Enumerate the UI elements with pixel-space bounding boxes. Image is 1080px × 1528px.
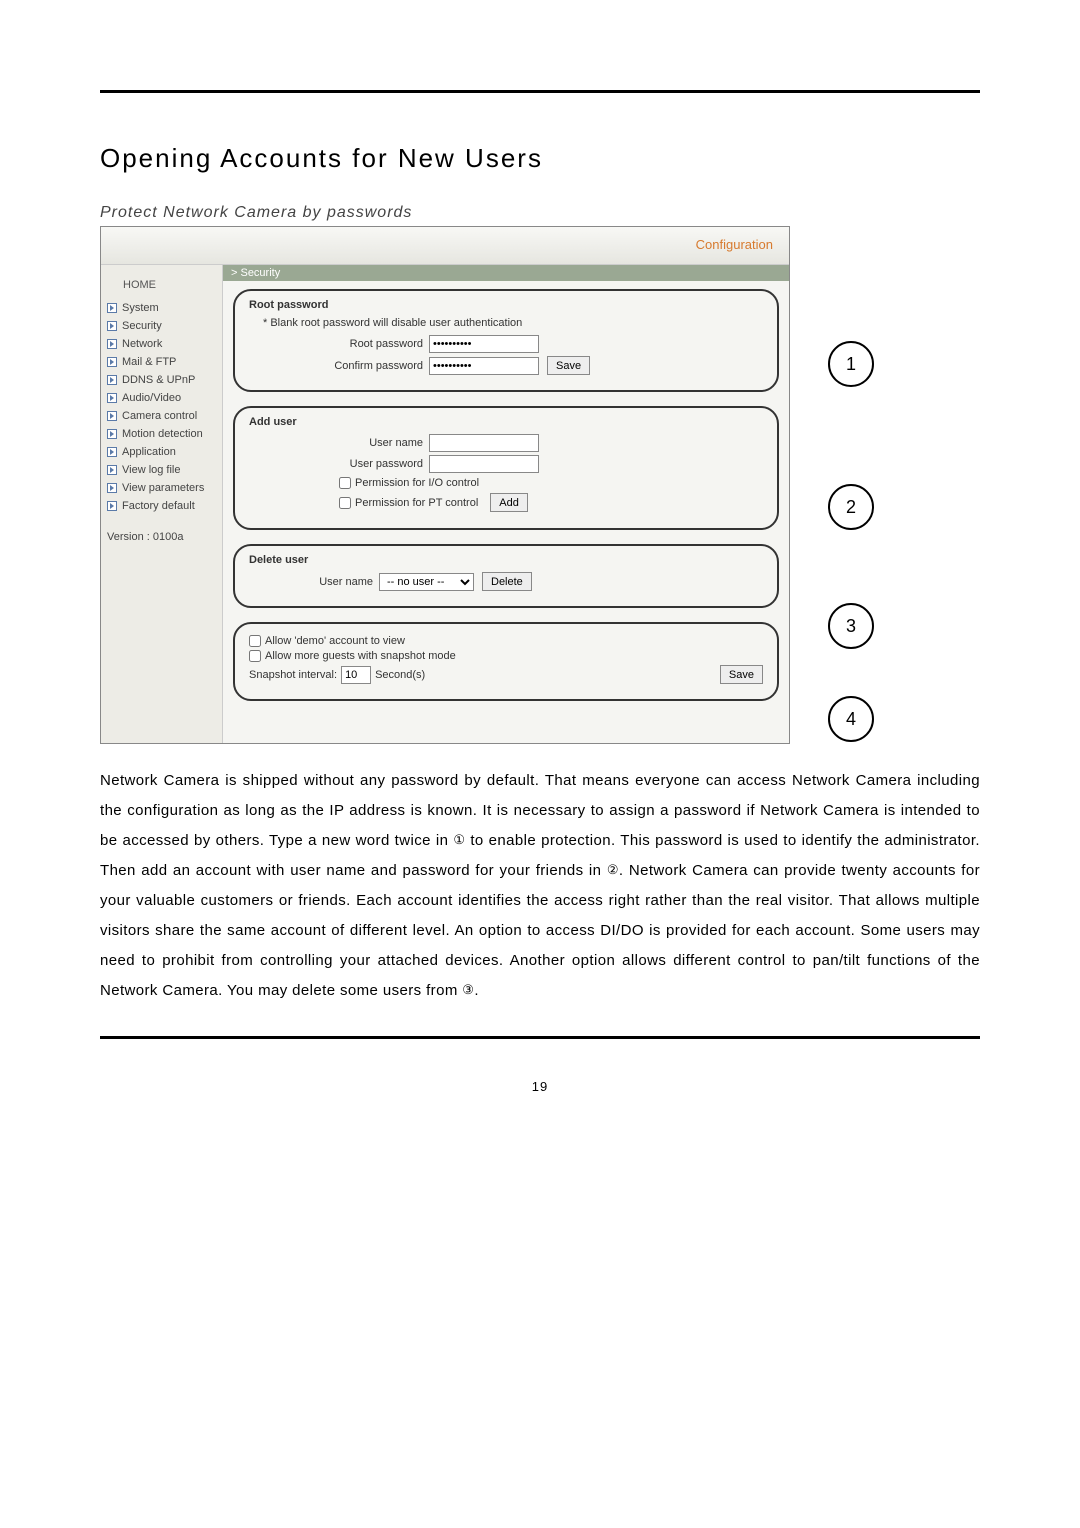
root-password-note: * Blank root password will disable user … [263,317,763,329]
sidebar-item-label: DDNS & UPnP [122,374,195,386]
breadcrumb: > Security [223,265,789,281]
arrow-right-icon [107,303,117,313]
sidebar-item-factory-default[interactable]: Factory default [101,497,222,515]
sidebar-item-label: Mail & FTP [122,356,176,368]
sidebar-item-camera-control[interactable]: Camera control [101,407,222,425]
arrow-right-icon [107,411,117,421]
allow-snapshot-checkbox[interactable] [249,650,261,662]
page-heading: Opening Accounts for New Users [100,143,980,174]
add-user-group: Add user User name User password Permiss… [233,406,779,530]
allow-demo-checkbox[interactable] [249,635,261,647]
add-user-title: Add user [249,416,763,428]
inline-ref-2: ② [607,857,619,883]
sidebar-item-label: View parameters [122,482,204,494]
inline-ref-3: ③ [462,977,474,1003]
callout-2: 2 [828,484,874,530]
snapshot-interval-unit: Second(s) [375,669,425,681]
delete-user-group: Delete user User name -- no user -- Dele… [233,544,779,608]
sidebar-item-label: Network [122,338,162,350]
root-password-title: Root password [249,299,763,311]
root-password-group: Root password * Blank root password will… [233,289,779,392]
sidebar-item-view-parameters[interactable]: View parameters [101,479,222,497]
delete-user-select[interactable]: -- no user -- [379,573,474,591]
body-text: . [474,982,479,999]
arrow-right-icon [107,357,117,367]
sidebar-item-label: Factory default [122,500,195,512]
sidebar-item-security[interactable]: Security [101,317,222,335]
arrow-right-icon [107,483,117,493]
delete-username-label: User name [249,576,379,588]
userpassword-label: User password [249,458,429,470]
sidebar-item-label: Security [122,320,162,332]
sidebar-item-system[interactable]: System [101,299,222,317]
body-paragraph: Network Camera is shipped without any pa… [100,766,980,1006]
sidebar-item-audio-video[interactable]: Audio/Video [101,389,222,407]
app-header: Configuration [101,227,789,265]
allow-snapshot-label: Allow more guests with snapshot mode [265,650,456,662]
callout-1: 1 [828,341,874,387]
arrow-right-icon [107,321,117,331]
confirm-password-input[interactable] [429,357,539,375]
inline-ref-1: ① [453,827,465,853]
sidebar-item-network[interactable]: Network [101,335,222,353]
sidebar-item-label: View log file [122,464,181,476]
snapshot-interval-input[interactable] [341,666,371,684]
app-window: Configuration HOME System Security Netwo… [100,226,790,744]
arrow-right-icon [107,501,117,511]
page-subhead: Protect Network Camera by passwords [100,204,980,222]
sidebar: HOME System Security Network Mail & FTP … [101,265,223,743]
callout-4: 4 [828,696,874,742]
add-userpassword-input[interactable] [429,455,539,473]
guest-save-button[interactable]: Save [720,665,763,684]
screenshot-container: Configuration HOME System Security Netwo… [100,226,980,744]
sidebar-item-label: Motion detection [122,428,203,440]
perm-pt-label: Permission for PT control [355,497,478,509]
version-label: Version : 0100a [101,515,222,559]
sidebar-item-application[interactable]: Application [101,443,222,461]
guest-options-group: Allow 'demo' account to view Allow more … [233,622,779,701]
perm-io-label: Permission for I/O control [355,477,479,489]
arrow-right-icon [107,393,117,403]
main-panel: > Security Root password * Blank root pa… [223,265,789,743]
configuration-link[interactable]: Configuration [696,237,773,252]
perm-io-checkbox[interactable] [339,477,351,489]
allow-demo-label: Allow 'demo' account to view [265,635,405,647]
arrow-right-icon [107,375,117,385]
sidebar-item-ddns-upnp[interactable]: DDNS & UPnP [101,371,222,389]
delete-user-button[interactable]: Delete [482,572,532,591]
delete-user-title: Delete user [249,554,763,566]
body-text: . Network Camera can provide twenty acco… [100,862,980,999]
arrow-right-icon [107,339,117,349]
add-user-button[interactable]: Add [490,493,528,512]
add-username-input[interactable] [429,434,539,452]
sidebar-item-label: Camera control [122,410,197,422]
bottom-rule [100,1036,980,1039]
top-rule [100,90,980,93]
username-label: User name [249,437,429,449]
arrow-right-icon [107,465,117,475]
snapshot-interval-label: Snapshot interval: [249,669,337,681]
callout-3: 3 [828,603,874,649]
arrow-right-icon [107,429,117,439]
page-number: 19 [100,1079,980,1094]
sidebar-item-mail-ftp[interactable]: Mail & FTP [101,353,222,371]
sidebar-item-label: System [122,302,159,314]
sidebar-item-view-log[interactable]: View log file [101,461,222,479]
root-save-button[interactable]: Save [547,356,590,375]
sidebar-item-label: Application [122,446,176,458]
sidebar-home-link[interactable]: HOME [101,271,222,299]
root-password-input[interactable] [429,335,539,353]
arrow-right-icon [107,447,117,457]
perm-pt-checkbox[interactable] [339,497,351,509]
confirm-password-label: Confirm password [249,360,429,372]
root-password-label: Root password [249,338,429,350]
sidebar-item-label: Audio/Video [122,392,181,404]
sidebar-item-motion-detection[interactable]: Motion detection [101,425,222,443]
